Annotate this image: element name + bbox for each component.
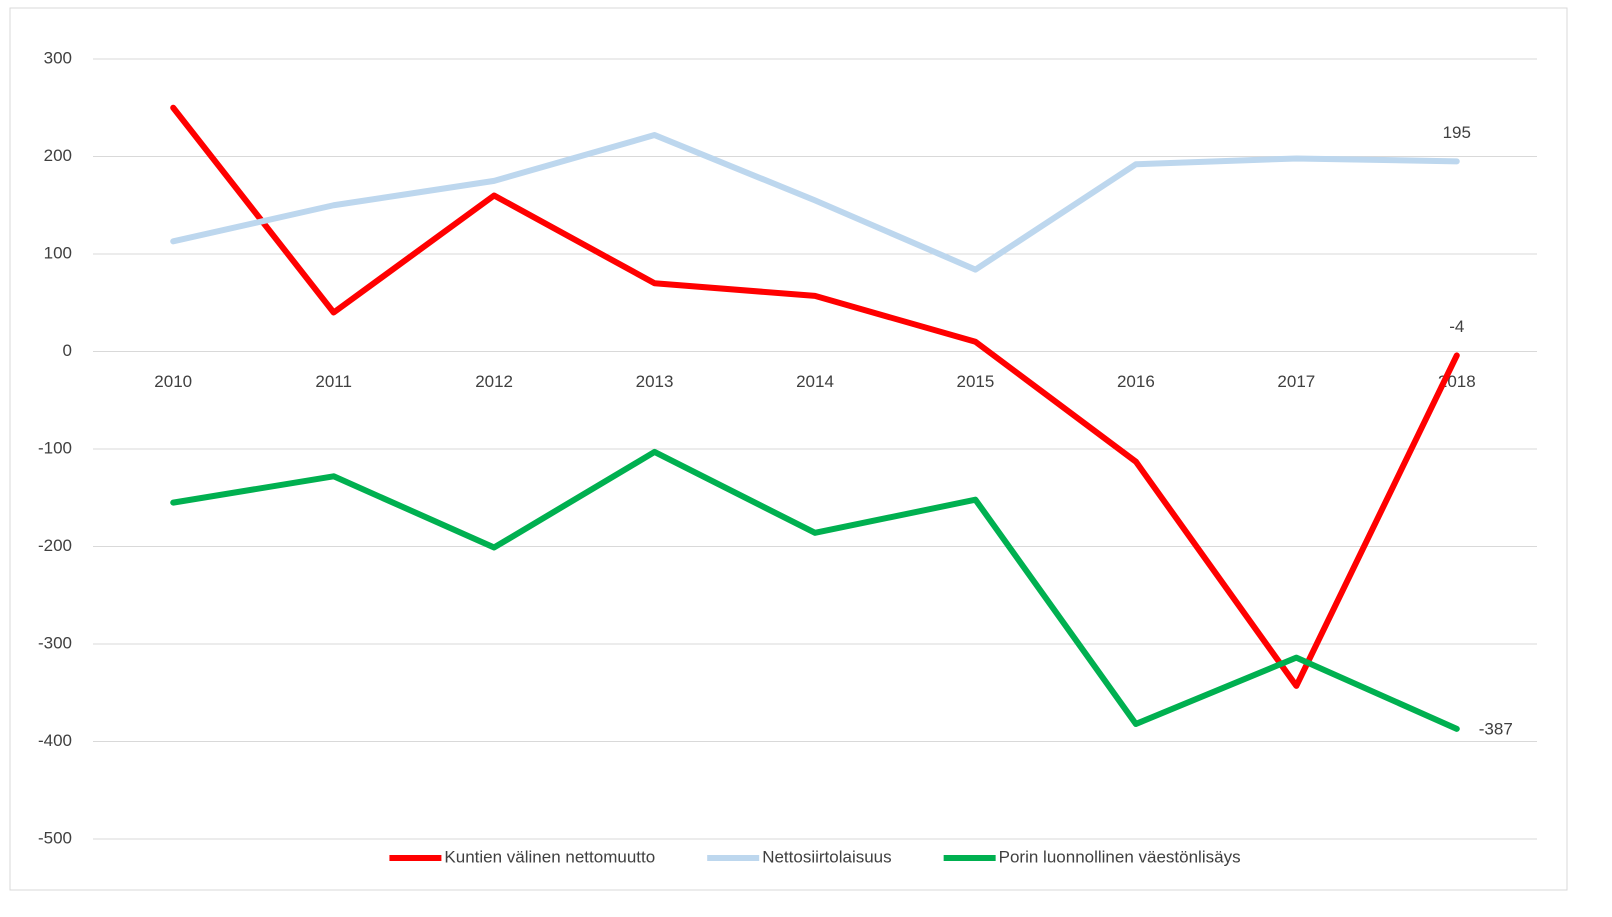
- x-tick-label: 2014: [796, 372, 834, 391]
- data-label: -387: [1479, 719, 1513, 738]
- series-line: [170, 104, 1460, 689]
- y-tick-label: 0: [63, 341, 72, 360]
- y-tick-label: -200: [38, 536, 72, 555]
- y-tick-label: -400: [38, 731, 72, 750]
- x-tick-label: 2015: [957, 372, 995, 391]
- x-tick-label: 2013: [636, 372, 674, 391]
- x-tick-label: 2016: [1117, 372, 1155, 391]
- legend-label: Nettosiirtolaisuus: [762, 847, 891, 866]
- x-tick-label: 2012: [475, 372, 513, 391]
- legend-label: Kuntien välinen nettomuutto: [444, 847, 655, 866]
- y-tick-label: -500: [38, 828, 72, 847]
- x-tick-label: 2010: [154, 372, 192, 391]
- y-tick-label: 300: [44, 48, 72, 67]
- series-line: [170, 448, 1460, 732]
- series-line: [170, 132, 1460, 273]
- data-label: -4: [1449, 317, 1464, 336]
- y-tick-label: 200: [44, 146, 72, 165]
- x-tick-label: 2011: [315, 372, 352, 391]
- data-label: 195: [1443, 123, 1471, 142]
- y-tick-label: -300: [38, 633, 72, 652]
- y-tick-label: 100: [44, 243, 72, 262]
- legend-label: Porin luonnollinen väestönlisäys: [999, 847, 1241, 866]
- y-tick-label: -100: [38, 438, 72, 457]
- x-tick-label: 2017: [1277, 372, 1315, 391]
- legend: Kuntien välinen nettomuutto Nettosiirtola…: [389, 847, 1241, 866]
